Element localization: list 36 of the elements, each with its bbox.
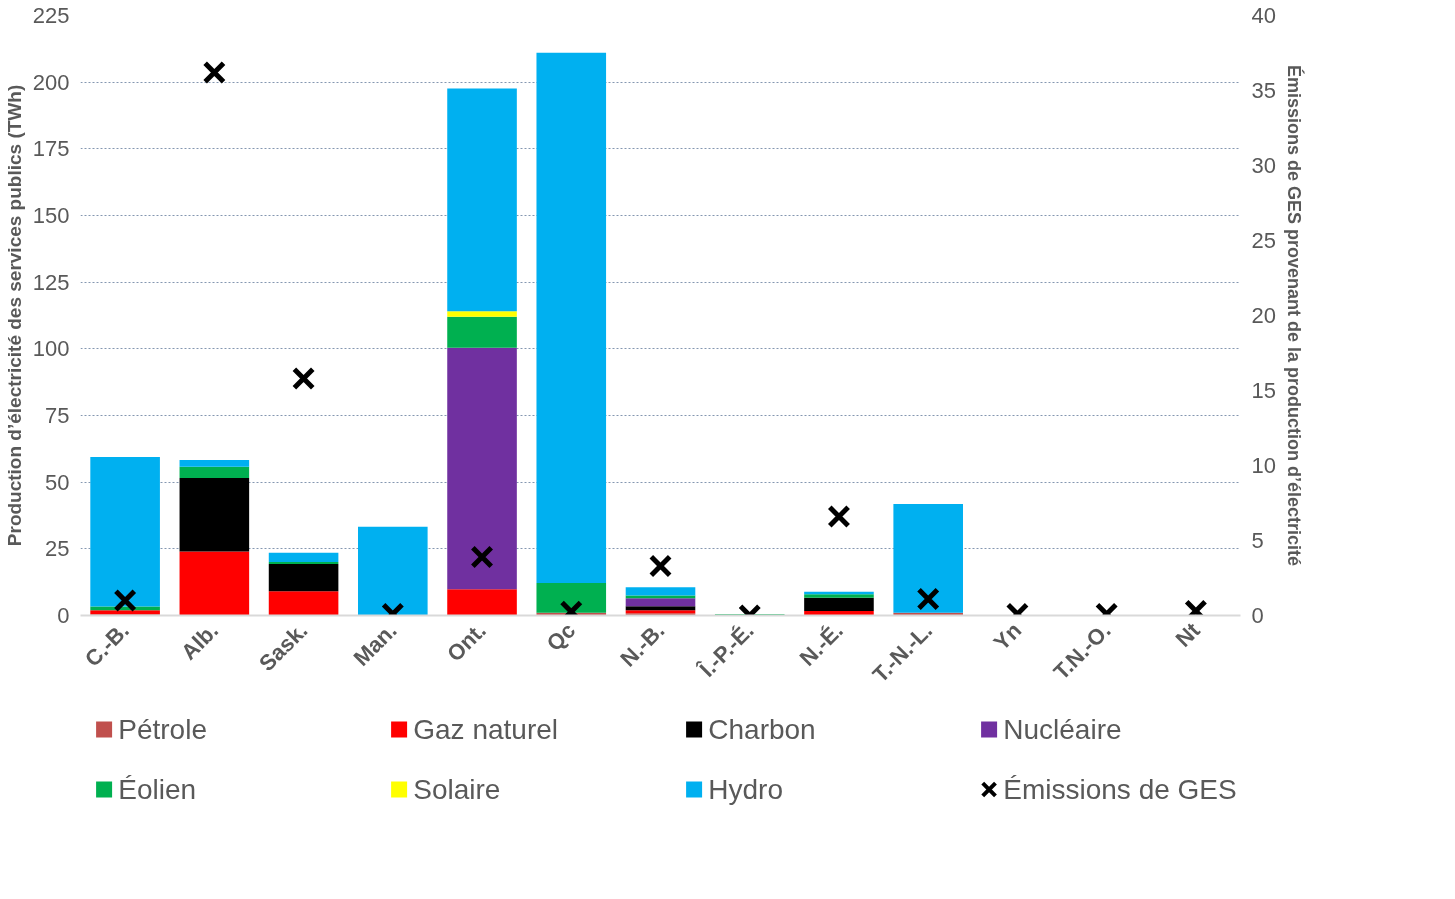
x-tick-label: Nt [1170,617,1206,652]
x-tick-label: Yn [988,617,1027,656]
legend-label: Hydro [708,774,783,805]
x-tick-label: C.-B. [79,617,134,672]
y-tick-label: 100 [32,336,70,362]
legend-label: Pétrole [118,714,207,745]
legend-label: Gaz naturel [413,714,559,745]
legend-label: Émissions de GES [1003,774,1237,805]
y-tick-label: 125 [32,269,70,295]
x-tick-label: Ont. [442,617,491,667]
y-axis-title: Production d’électricité des services publics (TWh) [3,84,25,547]
x-tick-label: Man. [348,617,402,671]
y-tick-label: 50 [45,469,70,495]
y-tick-label: 150 [32,203,70,228]
legend-label: Solaire [413,774,501,805]
y2-axis-title: Émissions de GES provenant de la production d’électricité [1283,64,1305,567]
y2-tick-label: 10 [1251,453,1276,478]
y2-tick-label: 20 [1251,303,1276,328]
y2-tick-label: 35 [1251,78,1276,103]
y2-tick-label: 5 [1251,528,1264,553]
x-tick-label: Qc [541,617,581,657]
legend-label: Nucléaire [1003,714,1122,745]
y2-tick-label: 30 [1251,153,1276,178]
y2-tick-label: 25 [1251,228,1276,253]
y2-tick-label: 15 [1251,378,1276,403]
y-tick-label: 175 [32,136,70,162]
y-tick-label: 25 [45,536,70,562]
y2-tick-label: 0 [1251,603,1264,628]
y-tick-label: 200 [32,69,70,95]
x-tick-label: Alb. [176,617,224,665]
y-tick-label: 225 [32,3,70,28]
y2-tick-label: 40 [1251,3,1276,28]
y-tick-label: 75 [45,403,70,428]
legend-label: Éolien [118,774,197,805]
legend-label: Charbon [708,714,816,745]
y-tick-label: 0 [57,603,70,628]
